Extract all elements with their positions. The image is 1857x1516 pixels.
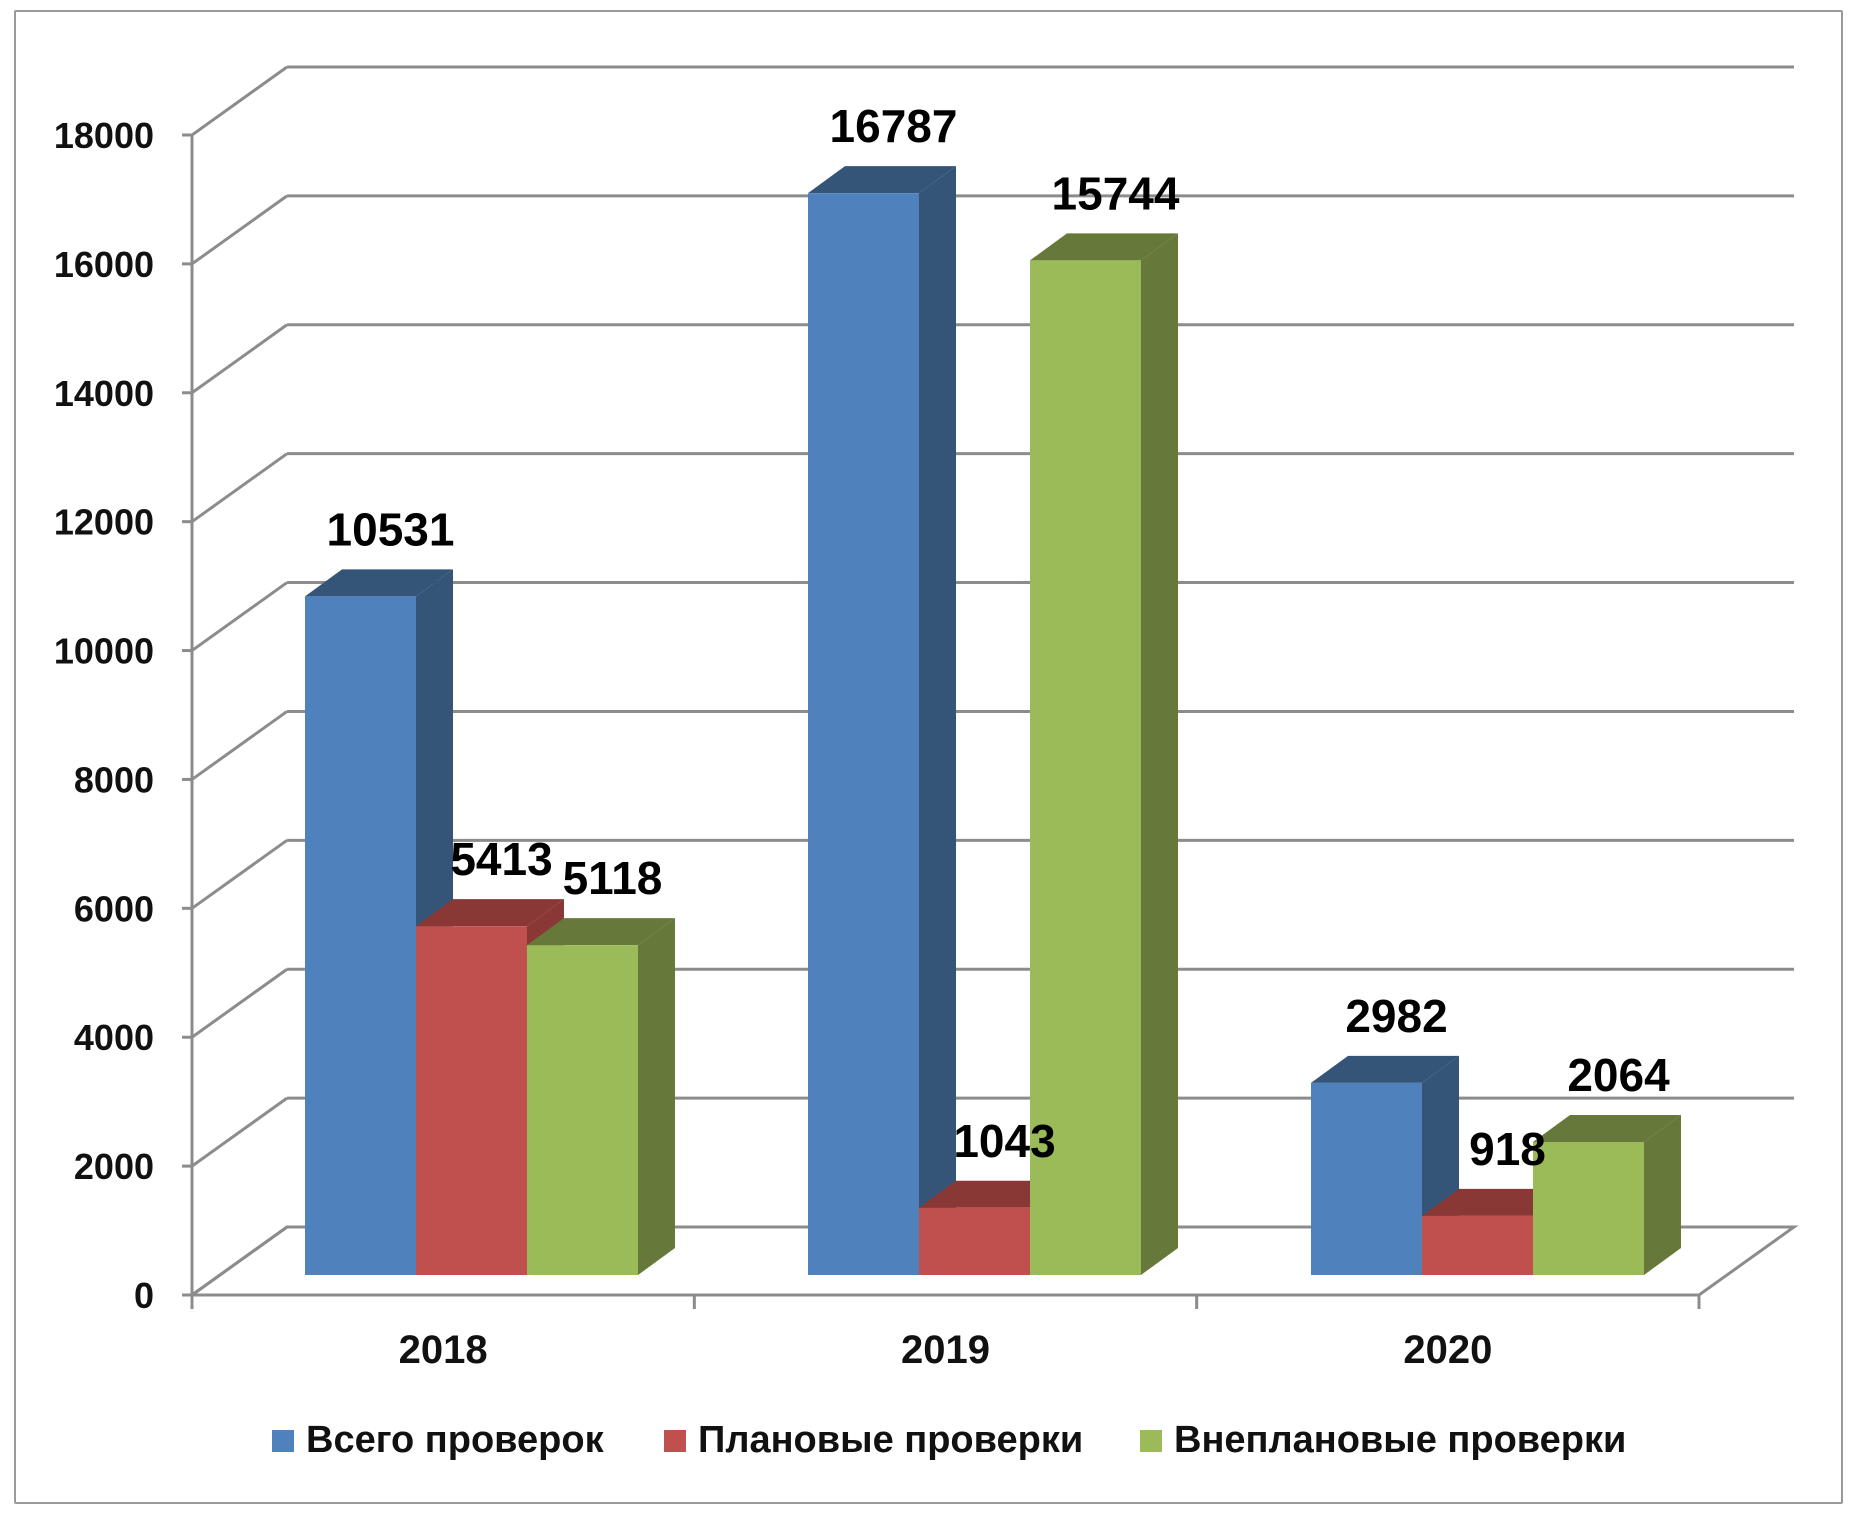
gridline-side [191,323,288,394]
gridline-side [191,839,288,910]
data-label: 5118 [563,852,663,904]
bar [1311,1082,1422,1275]
legend-label: Всего проверок [306,1419,605,1461]
x-tick-label: 2019 [901,1328,990,1372]
legend-swatch [1140,1430,1162,1452]
data-label: 15744 [1052,167,1180,219]
bar-top [1030,233,1178,261]
bar [1422,1215,1533,1275]
legend-swatch [272,1430,294,1452]
data-label: 918 [1469,1123,1546,1175]
y-tick-label: 16000 [54,244,154,285]
data-labels: 10531 5413 5118 16787 1043 15744 2982 918 2064 [327,100,1671,1175]
bar-top [527,918,675,946]
legend-label: Плановые проверки [698,1419,1083,1461]
y-tick-label: 0 [134,1275,154,1316]
y-tick-label: 12000 [54,502,154,543]
gridline-side [191,710,288,781]
bar [305,596,416,1275]
bar [527,945,638,1275]
bar-side [919,166,956,1275]
data-label: 10531 [327,503,455,555]
bar [919,1207,1030,1275]
data-label: 5413 [450,833,552,885]
gridline-side [191,581,288,652]
y-tick-label: 4000 [74,1017,154,1058]
bar-top [416,899,564,927]
gridline-side [191,968,288,1039]
bar-side [1644,1114,1681,1275]
legend-swatch [664,1430,686,1452]
bar-top [1311,1055,1459,1083]
y-tick-label: 14000 [54,373,154,414]
x-tick-label: 2018 [399,1328,488,1372]
bar [416,926,527,1275]
bar-side [1141,233,1178,1275]
bar-top [808,166,956,194]
legend: Всего проверок Плановые проверки Внепланов… [272,1419,1626,1461]
chart-frame [14,10,1843,1504]
gridline-side [191,1096,288,1168]
bar [1533,1141,1644,1275]
bar [808,193,919,1275]
legend-label: Внеплановые проверки [1174,1419,1626,1461]
bar-top [305,569,453,597]
bar-top [1533,1114,1681,1142]
data-label: 16787 [830,100,958,152]
x-tick-label: 2020 [1403,1328,1492,1372]
data-label: 1043 [953,1115,1055,1167]
y-tick-label: 2000 [74,1146,154,1187]
bar [1030,260,1141,1275]
gridline-side [191,452,288,523]
y-tick-label: 18000 [54,115,154,156]
axes: 0 2000 4000 6000 8000 10000 12000 14000 16000 180… [54,115,1701,1372]
gridline-side [191,194,288,266]
y-tick-label: 8000 [74,759,154,800]
data-label: 2982 [1345,990,1447,1042]
gridline-side [191,65,288,137]
bar-side [638,918,675,1275]
bars [305,166,1681,1275]
y-tick-label: 6000 [74,888,154,929]
data-label: 2064 [1567,1049,1670,1101]
y-tick-label: 10000 [54,631,154,672]
